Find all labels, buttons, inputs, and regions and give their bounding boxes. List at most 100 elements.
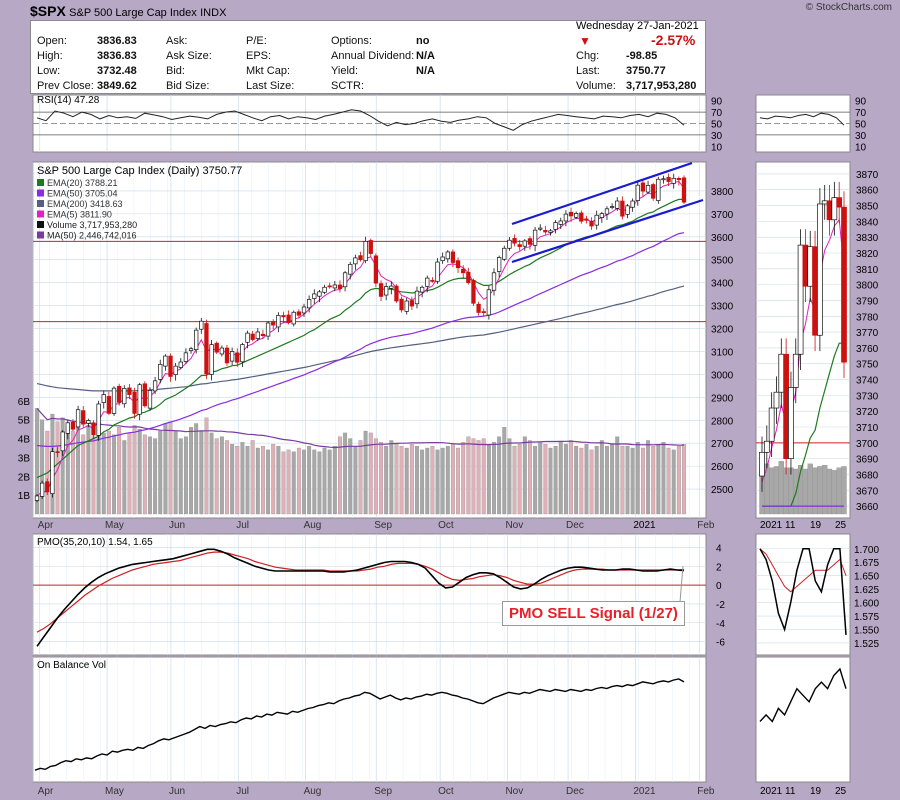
candle-body [111,387,117,414]
candle-body [651,184,656,199]
volume-tick: 4B [18,435,31,446]
zoom-price-tick: 3700 [856,439,879,450]
zoom-price-tick: 3820 [856,249,879,260]
volume-bar [456,447,461,515]
candle-body [219,347,225,355]
candle-body [260,333,266,336]
volume-bar [245,445,250,515]
candle-body [307,299,312,309]
volume-bar [235,445,240,515]
volume-bar [86,425,91,515]
volume-tick: 3B [18,453,31,464]
quote-value: 3849.62 [97,80,137,92]
volume-bar [394,444,399,515]
x-tick-label-obv: 2021 [633,786,656,797]
volume-bar [117,427,122,515]
candle-body [594,214,599,226]
zoom-rsi-tick: 50 [855,120,867,131]
volume-bar [240,442,245,515]
candle-body [317,291,322,297]
candle-body [106,396,112,414]
volume-bar [497,436,502,515]
candle-body [461,268,466,274]
pmo-tick: -6 [716,638,725,649]
candle-body [635,184,640,201]
quote-label: P/E: [246,35,267,47]
volume-bar [630,447,635,515]
zoom-x-tick-obv: 2021 [760,786,783,797]
candle-body [481,311,486,314]
volume-bar [574,445,579,515]
candle-body [235,352,240,363]
zoom-rsi-line [759,112,845,126]
legend-label: EMA(200) 3418.63 [47,199,123,209]
candle-body [348,263,353,275]
volume-bar [189,427,193,515]
volume-bar [199,430,204,515]
candle-body [255,331,260,339]
quote-label: Mkt Cap: [246,65,291,77]
zoom-volume-bar [788,467,794,515]
zoom-candle-body [783,353,789,459]
price-tick: 3500 [711,256,734,267]
candle-body [548,230,553,233]
candle-body [553,222,558,230]
watermark: © StockCharts.com [805,2,892,13]
candle-body [291,311,296,325]
rsi-tick: 50 [711,120,723,131]
volume-bar [291,451,296,515]
legend-label: MA(50) 2,446,742,016 [47,231,137,241]
price-tick: 3000 [711,370,734,381]
volume-bar [40,419,45,515]
candle-body [96,403,101,436]
quote-row: Low: 3732.48 [37,65,137,77]
candle-body [604,208,610,215]
candle-body [471,280,476,304]
zoom-volume-bar [812,467,818,515]
volume-bar [409,444,414,515]
candle-body [491,272,497,291]
candle-body [55,451,60,454]
candle-body [147,390,153,409]
quote-label: Low: [37,65,61,77]
candle-body [625,205,630,215]
rsi-line [36,109,685,131]
quote-label: Options: [331,35,372,47]
quote-label: Last Size: [246,80,295,92]
candle-body [353,257,358,265]
volume-bar [594,445,599,515]
candle-body [517,244,522,248]
volume-bar [625,445,630,515]
candle-body [425,277,430,287]
exchange: INDX [200,7,227,19]
candle-body [676,177,682,181]
candle-body [589,220,594,227]
x-tick-label: Jun [169,520,185,531]
candle-body [476,303,481,313]
pmo-signal-line [36,551,685,633]
candle-body [204,323,209,375]
candle-body [214,342,219,353]
candle-body [435,261,440,282]
candle-body [322,286,327,293]
candle-body [163,355,168,367]
legend-swatch [37,210,44,218]
quote-row: Ask: [166,35,226,47]
volume-bar [492,442,496,515]
zoom-candle-body [778,353,785,393]
candle-body [584,218,589,221]
volume-bar [132,425,137,515]
candle-body [34,495,40,501]
volume-bar [471,438,476,515]
quote-row: P/E: [246,35,306,47]
volume-bar [204,417,209,515]
candle-body [609,206,615,208]
zoom-candle-body [821,200,828,205]
volume-bar [384,445,389,515]
candle-body [466,271,471,284]
volume-bar [250,440,255,515]
zoom-price-tick: 3870 [856,170,879,181]
price-tick: 2500 [711,485,734,496]
